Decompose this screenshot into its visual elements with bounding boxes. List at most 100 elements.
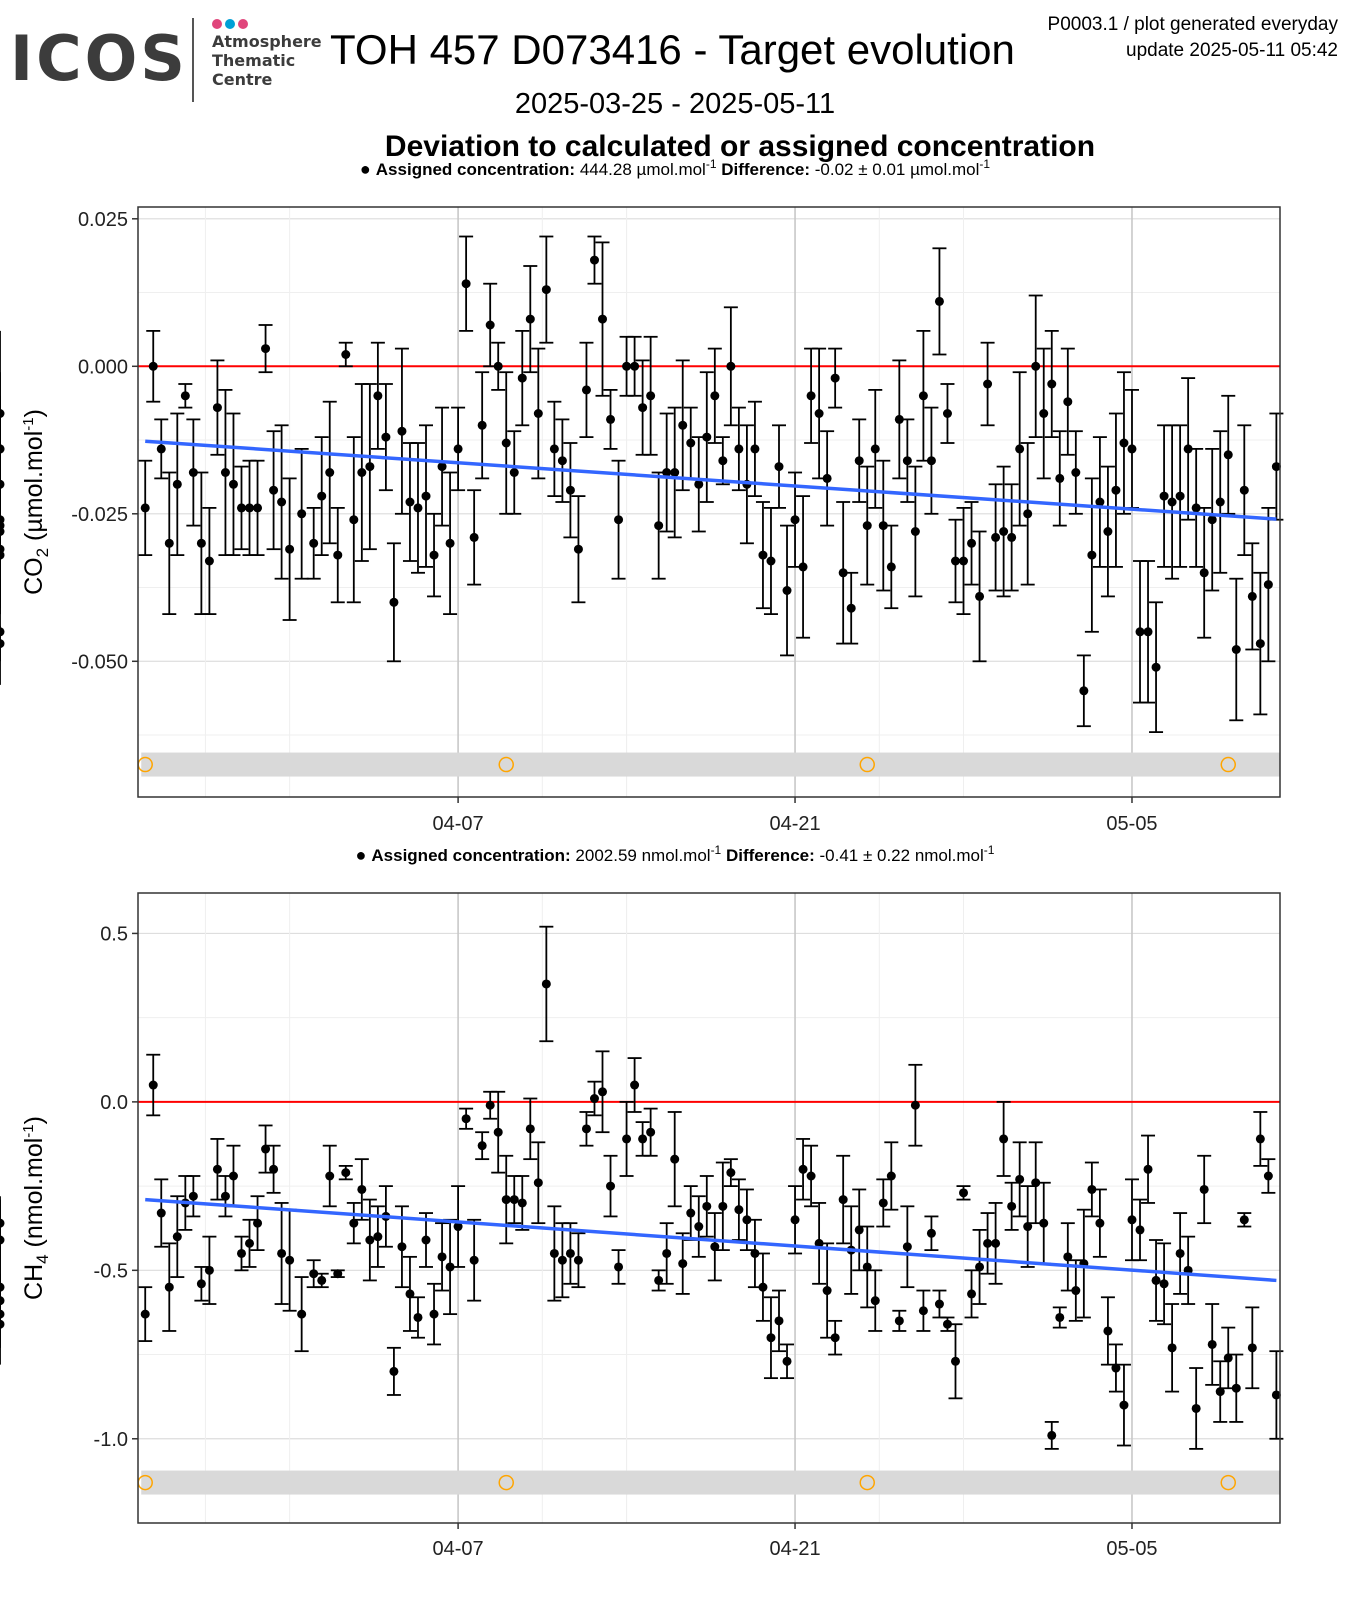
data-point	[940, 1316, 955, 1332]
point-marker	[517, 373, 527, 383]
data-point	[1068, 430, 1083, 515]
data-point	[876, 459, 891, 592]
point-marker	[878, 1198, 888, 1208]
data-point	[370, 341, 385, 450]
data-point	[282, 477, 297, 621]
point-marker	[950, 556, 960, 566]
flagged-marker	[859, 756, 875, 773]
data-point	[916, 1289, 931, 1332]
data-point	[459, 1107, 474, 1130]
data-point	[603, 1154, 618, 1218]
data-point	[964, 501, 979, 586]
data-point	[322, 1144, 337, 1208]
point-marker	[902, 456, 912, 466]
data-point	[499, 1154, 514, 1245]
data-point	[250, 1195, 265, 1252]
data-point	[996, 1100, 1011, 1177]
data-point	[755, 501, 770, 610]
data-point	[0, 1280, 5, 1348]
data-point	[868, 388, 883, 509]
flag-band	[141, 752, 1281, 777]
data-point	[1141, 1134, 1156, 1204]
data-point	[932, 1289, 947, 1319]
point-marker	[870, 1296, 880, 1306]
point-marker	[1007, 532, 1017, 542]
data-point	[868, 1269, 883, 1332]
point-marker	[196, 1279, 206, 1289]
point-marker	[381, 432, 391, 442]
data-point	[507, 430, 522, 515]
point-marker	[766, 1333, 776, 1343]
point-marker	[774, 1316, 784, 1326]
point-marker	[694, 1222, 704, 1232]
data-point	[0, 625, 5, 662]
data-point	[242, 459, 257, 556]
point-marker	[493, 361, 503, 371]
point-marker	[1167, 1343, 1177, 1353]
point-marker	[1247, 591, 1257, 601]
point-marker	[156, 1208, 166, 1218]
point-marker	[461, 279, 471, 289]
trend-line	[145, 1197, 1277, 1283]
data-point	[0, 395, 5, 502]
data-point	[306, 506, 321, 580]
point-marker	[790, 1215, 800, 1225]
point-marker	[702, 432, 712, 442]
point-marker	[509, 468, 519, 477]
y-axis-label-sub: 4	[33, 1254, 52, 1263]
y-axis-label-close: )	[20, 409, 48, 417]
data-point	[539, 925, 554, 1043]
x-tick-label: 05-05	[1106, 813, 1157, 835]
point-marker	[341, 350, 351, 359]
data-point	[996, 465, 1011, 598]
data-point	[515, 1175, 530, 1231]
point-marker	[349, 515, 359, 525]
point-marker	[477, 420, 487, 430]
point-marker	[1175, 491, 1185, 501]
point-marker	[975, 591, 985, 601]
point-marker	[822, 1286, 832, 1296]
point-marker	[934, 296, 944, 306]
data-point	[715, 1161, 730, 1252]
point-marker	[461, 1114, 471, 1124]
difference-value: -0.41 ± 0.22 nmol.mol	[819, 846, 983, 865]
data-point	[1036, 347, 1051, 480]
point-marker	[220, 1191, 230, 1201]
point-marker	[798, 1164, 808, 1174]
logo-subtitle: Atmosphere Thematic Centre	[212, 32, 322, 89]
legend: ● Assigned concentration: 444.28 µmol.mo…	[360, 157, 990, 179]
update-timestamp: update 2025-05-11 05:42	[1126, 40, 1338, 61]
point-marker	[630, 1080, 640, 1090]
point-marker	[164, 538, 174, 548]
point-marker	[1015, 444, 1025, 454]
data-point	[908, 1063, 923, 1147]
data-point	[780, 524, 795, 657]
data-point	[836, 1154, 851, 1245]
point-marker	[365, 1235, 375, 1245]
point-marker	[638, 1134, 648, 1144]
data-point	[980, 341, 995, 427]
flagged-marker	[859, 1474, 875, 1491]
data-point	[154, 1178, 169, 1248]
point-marker	[1095, 1218, 1105, 1228]
point-marker	[501, 1195, 511, 1205]
data-point	[1116, 1363, 1131, 1447]
data-point	[523, 265, 538, 374]
data-point	[836, 501, 851, 645]
point-marker	[493, 1127, 503, 1137]
point-marker	[277, 1248, 287, 1258]
point-marker	[1223, 1353, 1233, 1363]
data-point	[988, 483, 1003, 592]
data-point	[338, 1164, 353, 1181]
page-title: TOH 457 D073416 - Target evolution	[330, 26, 1015, 73]
difference-label: Difference:	[717, 160, 815, 179]
point-marker	[614, 515, 624, 525]
point-marker	[405, 497, 415, 507]
point-marker	[646, 391, 656, 401]
point-marker	[0, 1296, 5, 1306]
flagged-marker	[498, 1474, 514, 1491]
data-point	[234, 1235, 249, 1272]
point-marker	[967, 538, 977, 548]
data-point	[771, 424, 786, 509]
data-point	[956, 1185, 971, 1201]
